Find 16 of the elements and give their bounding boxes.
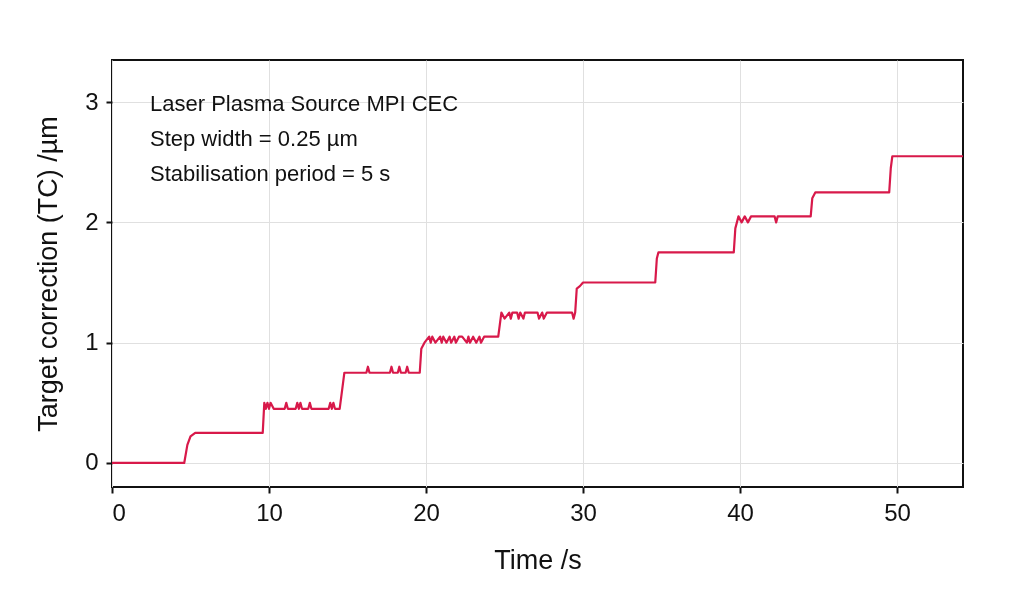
- x-axis-title: Time /s: [494, 544, 582, 575]
- y-tick-label: 3: [85, 87, 99, 115]
- x-tick-label: 50: [884, 498, 911, 526]
- x-tick-label: 40: [727, 498, 754, 526]
- y-tick-label: 0: [85, 448, 99, 476]
- x-tick-label: 0: [112, 498, 126, 526]
- x-tick-label: 20: [413, 498, 440, 526]
- annotation: Laser Plasma Source MPI CEC: [150, 91, 459, 116]
- x-tick-label: 30: [570, 498, 597, 526]
- line-series: [112, 155, 963, 465]
- y-tick-label: 1: [85, 328, 99, 356]
- annotation: Stabilisation period = 5 s: [150, 161, 391, 186]
- x-tick-label: 10: [256, 498, 283, 526]
- y-axis-title: Target correction (TC) /µm: [33, 116, 64, 432]
- annotation: Step width = 0.25 µm: [150, 126, 358, 151]
- y-tick-label: 2: [85, 207, 99, 235]
